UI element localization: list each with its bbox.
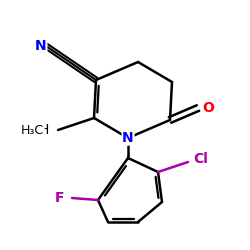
- Text: N: N: [35, 39, 47, 53]
- Text: O: O: [202, 101, 214, 115]
- Text: Cl: Cl: [194, 152, 208, 166]
- Text: H₃C: H₃C: [21, 124, 44, 136]
- Text: F: F: [55, 191, 65, 205]
- Text: N: N: [122, 131, 134, 145]
- Text: H: H: [39, 123, 49, 137]
